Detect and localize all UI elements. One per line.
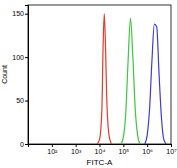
y-tick: 100 (12, 54, 28, 61)
y-axis: 0 50 100 150 (12, 6, 28, 148)
x-tick-mark (52, 144, 53, 147)
x-tick-label: 10⁷ (166, 148, 177, 155)
x-axis-title: FITC-A (87, 158, 113, 167)
x-tick-label: 10³ (71, 148, 82, 155)
x-tick: 10³ (71, 144, 82, 155)
y-tick-label: 100 (12, 54, 24, 61)
x-tick-mark (100, 144, 101, 147)
x-tick-mark (123, 144, 124, 147)
y-tick: 50 (16, 97, 28, 104)
x-tick-mark (76, 144, 77, 147)
x-tick: 10⁴ (95, 144, 106, 155)
x-axis-line (29, 145, 172, 148)
x-tick: 10⁶ (142, 144, 153, 155)
y-tick: 150 (12, 10, 28, 17)
y-tick-mark (25, 101, 28, 102)
x-tick: 10⁵ (118, 144, 129, 155)
x-tick-label: 10⁴ (95, 148, 106, 155)
plot-area (97, 14, 166, 144)
chart: 10² 10³ 10⁴ 10⁵ 10⁶ 10⁷ 0 50 100 150 FITC-A Count (0, 0, 177, 168)
y-tick-mark (25, 14, 28, 15)
plot-frame (28, 5, 171, 144)
y-tick-mark (25, 57, 28, 58)
histogram-line (145, 24, 166, 144)
histogram-line (121, 18, 140, 144)
x-tick-label: 10² (47, 148, 58, 155)
y-tick-label: 150 (12, 10, 24, 17)
y-tick-mark (25, 144, 28, 145)
x-axis: 10² 10³ 10⁴ 10⁵ 10⁶ 10⁷ (29, 144, 177, 155)
x-tick-label: 10⁵ (118, 148, 129, 155)
x-tick-mark (171, 144, 172, 147)
x-tick: 10⁷ (166, 144, 177, 155)
histogram-line (97, 14, 111, 144)
y-axis-line (25, 6, 29, 145)
y-axis-title: Count (1, 65, 8, 84)
y-tick-label: 50 (16, 97, 24, 104)
x-tick: 10² (47, 144, 58, 155)
x-tick-mark (147, 144, 148, 147)
y-tick-label: 0 (20, 141, 24, 148)
x-tick-label: 10⁶ (142, 148, 153, 155)
y-tick: 0 (20, 141, 28, 148)
